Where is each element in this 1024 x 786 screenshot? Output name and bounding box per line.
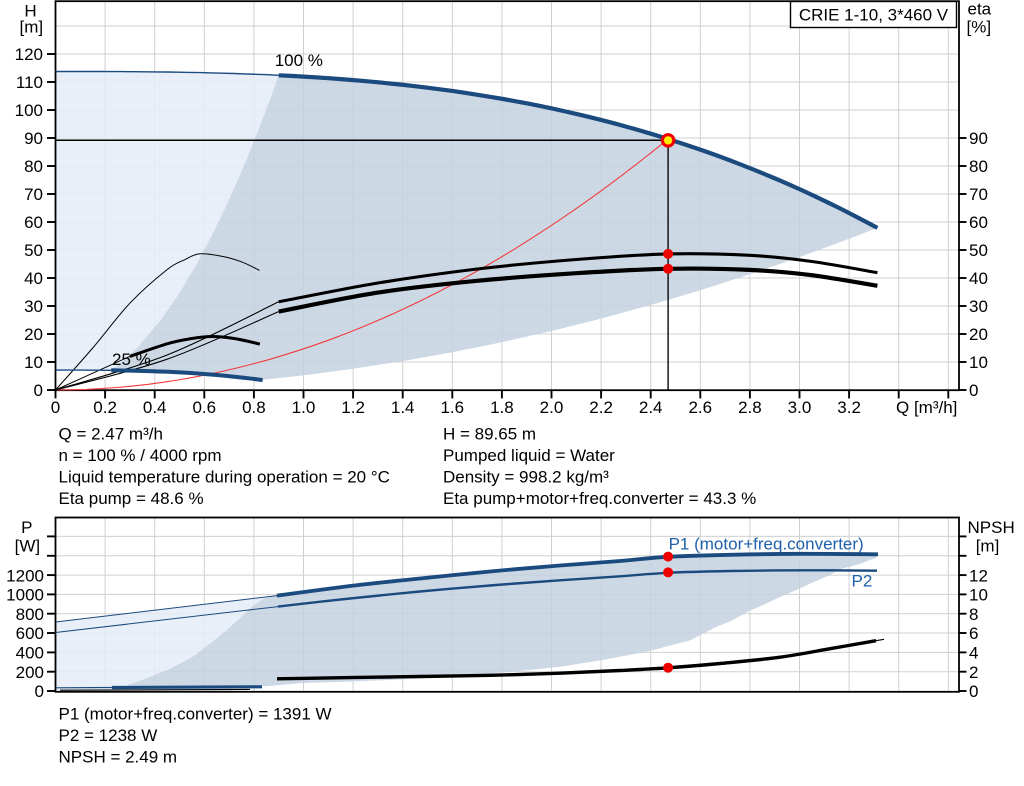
svg-text:Eta pump = 48.6 %: Eta pump = 48.6 % [59,489,204,508]
svg-text:CRIE 1-10, 3*460 V: CRIE 1-10, 3*460 V [799,6,949,25]
svg-text:3.0: 3.0 [788,398,812,417]
svg-text:[W]: [W] [15,537,41,556]
svg-text:30: 30 [24,297,43,316]
svg-text:1200: 1200 [6,566,44,585]
svg-text:[m]: [m] [976,537,1000,556]
svg-text:[m]: [m] [19,18,43,37]
svg-text:70: 70 [24,185,43,204]
svg-text:25 %: 25 % [112,350,151,369]
svg-text:0.8: 0.8 [242,398,266,417]
svg-text:2: 2 [969,663,978,682]
svg-text:1.6: 1.6 [440,398,464,417]
svg-text:P2: P2 [852,572,873,591]
svg-text:1.4: 1.4 [391,398,415,417]
svg-text:30: 30 [969,297,988,316]
svg-text:600: 600 [16,624,44,643]
svg-text:3.2: 3.2 [837,398,861,417]
svg-text:P: P [21,518,32,537]
svg-text:10: 10 [969,586,988,605]
svg-text:Eta pump+motor+freq.converter: Eta pump+motor+freq.converter = 43.3 % [443,489,756,508]
svg-text:1000: 1000 [6,586,44,605]
svg-text:120: 120 [15,45,43,64]
svg-text:60: 60 [24,213,43,232]
svg-text:20: 20 [969,325,988,344]
svg-text:20: 20 [24,325,43,344]
svg-text:1.2: 1.2 [341,398,365,417]
svg-text:Density = 998.2 kg/m³: Density = 998.2 kg/m³ [443,468,609,487]
svg-text:P2 = 1238 W: P2 = 1238 W [59,726,158,745]
svg-text:Pumped liquid = Water: Pumped liquid = Water [443,446,615,465]
svg-text:40: 40 [969,269,988,288]
svg-text:60: 60 [969,213,988,232]
svg-text:80: 80 [24,157,43,176]
svg-text:12: 12 [969,566,988,585]
svg-text:50: 50 [969,241,988,260]
svg-text:0.6: 0.6 [192,398,216,417]
svg-text:eta: eta [968,0,992,19]
svg-text:0: 0 [969,381,978,400]
svg-text:100 %: 100 % [275,51,323,70]
svg-text:n = 100 % / 4000 rpm: n = 100 % / 4000 rpm [59,446,222,465]
svg-text:800: 800 [16,605,44,624]
svg-text:2.0: 2.0 [540,398,564,417]
svg-text:4: 4 [969,644,978,663]
svg-text:100: 100 [15,101,43,120]
svg-text:H = 89.65 m: H = 89.65 m [443,425,536,444]
svg-text:50: 50 [24,241,43,260]
svg-text:NPSH: NPSH [968,518,1015,537]
svg-text:10: 10 [969,353,988,372]
svg-text:200: 200 [16,663,44,682]
svg-text:2.8: 2.8 [738,398,762,417]
svg-text:0: 0 [35,682,44,701]
svg-text:0: 0 [969,682,978,701]
svg-text:[%]: [%] [967,18,992,37]
svg-text:40: 40 [24,269,43,288]
svg-text:2.6: 2.6 [688,398,712,417]
svg-text:P1 (motor+freq.converter) = 13: P1 (motor+freq.converter) = 1391 W [59,704,332,723]
svg-text:80: 80 [969,157,988,176]
svg-text:0: 0 [51,398,60,417]
svg-text:2.2: 2.2 [589,398,613,417]
svg-text:1.0: 1.0 [292,398,316,417]
svg-text:70: 70 [969,185,988,204]
svg-text:90: 90 [969,129,988,148]
svg-text:Q = 2.47 m³/h: Q = 2.47 m³/h [59,425,163,444]
svg-text:Q [m³/h]: Q [m³/h] [896,398,957,417]
svg-text:1.8: 1.8 [490,398,514,417]
svg-text:2.4: 2.4 [639,398,663,417]
svg-text:0.2: 0.2 [93,398,117,417]
svg-text:10: 10 [24,353,43,372]
svg-text:8: 8 [969,605,978,624]
svg-text:400: 400 [16,644,44,663]
svg-text:NPSH = 2.49 m: NPSH = 2.49 m [59,747,178,766]
svg-text:0.4: 0.4 [143,398,167,417]
svg-text:110: 110 [16,73,43,92]
svg-text:6: 6 [969,624,978,643]
svg-text:0: 0 [34,381,43,400]
svg-text:Liquid temperature during oper: Liquid temperature during operation = 20… [59,468,390,487]
svg-text:90: 90 [24,129,43,148]
svg-text:P1 (motor+freq.converter): P1 (motor+freq.converter) [669,534,864,553]
